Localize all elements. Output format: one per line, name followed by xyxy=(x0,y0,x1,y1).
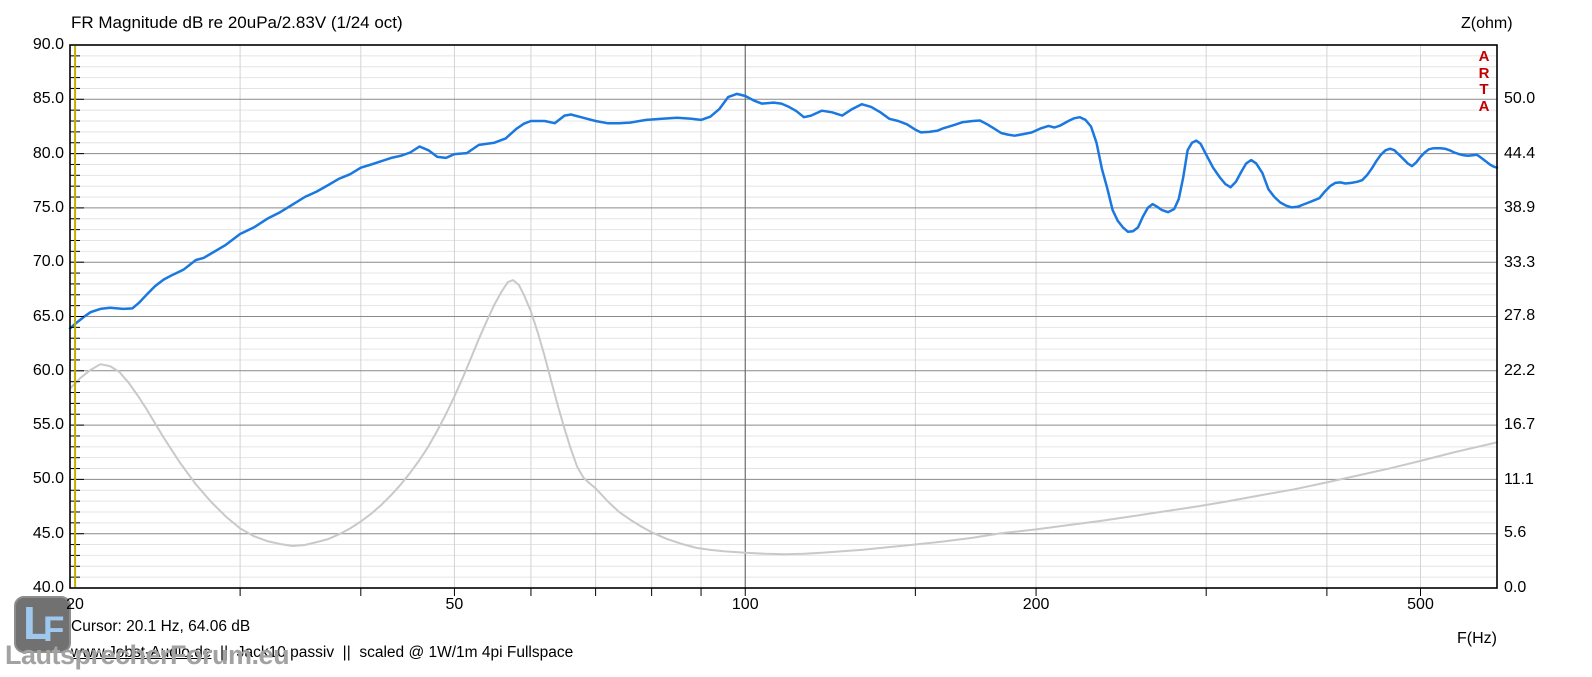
x-axis-tick-label: 20 xyxy=(66,596,84,613)
logo-letter-l: L xyxy=(23,597,52,649)
y-axis-label-left: 45.0 xyxy=(32,524,64,542)
y-axis-label-right: 0.0 xyxy=(1504,579,1527,596)
watermark-site-text: LautsprecherForum.eu xyxy=(5,640,290,670)
y-axis-label-left: 50.0 xyxy=(32,470,64,488)
impedance-curve xyxy=(69,279,1498,556)
cursor-readout: Cursor: 20.1 Hz, 64.06 dB xyxy=(71,618,251,635)
y-axis-label-right: 50.0 xyxy=(1504,90,1536,108)
measurement-annotation: || Jack10 passiv || scaled @ 1W/1m 4pi F… xyxy=(211,644,574,661)
y-axis-label-right: 5.6 xyxy=(1504,524,1527,542)
y-axis-label-right: 33.3 xyxy=(1504,253,1536,271)
y-axis-label-left: 65.0 xyxy=(32,307,64,325)
y-axis-label-left: 75.0 xyxy=(32,198,64,216)
x-axis-tick-label: 500 xyxy=(1407,596,1434,613)
y-axis-label-right: 22.2 xyxy=(1504,362,1536,380)
x-axis-tick-label: 100 xyxy=(731,596,759,613)
y-axis-label-right: 38.9 xyxy=(1504,198,1536,216)
lautsprecherforum-logo: L F xyxy=(14,596,71,653)
y-axis-label-left: 40.0 xyxy=(32,579,64,596)
y-axis-label-right: 27.8 xyxy=(1504,307,1536,325)
x-axis-tick-label: 200 xyxy=(1022,596,1050,613)
x-axis-tick-label: 50 xyxy=(445,596,464,613)
chart-title: FR Magnitude dB re 20uPa/2.83V (1/24 oct… xyxy=(71,13,403,32)
y-axis-label-left: 60.0 xyxy=(32,361,64,379)
fr-magnitude-curve xyxy=(68,92,1499,330)
source-link[interactable]: www.Jobst-Audio.de xyxy=(71,644,212,661)
y-axis-label-right: 44.4 xyxy=(1504,145,1536,163)
y-axis-label-left: 80.0 xyxy=(32,144,64,162)
y-axis-label-left: 70.0 xyxy=(32,253,64,271)
footer-annotation: www.Jobst-Audio.de || Jack10 passiv || s… xyxy=(71,644,573,662)
logo-letter-f: F xyxy=(43,610,65,649)
arta-logo-text: A R T A xyxy=(1478,48,1490,115)
x-axis-title: F(Hz) xyxy=(1457,630,1497,647)
y-axis-label-left: 90.0 xyxy=(32,36,64,53)
y-axis-label-right: 16.7 xyxy=(1504,415,1536,433)
y-axis-label-left: 55.0 xyxy=(32,416,64,434)
right-axis-title: Z(ohm) xyxy=(1461,15,1513,32)
y-axis-label-left: 85.0 xyxy=(32,90,64,108)
y-axis-label-right: 11.1 xyxy=(1504,470,1534,488)
